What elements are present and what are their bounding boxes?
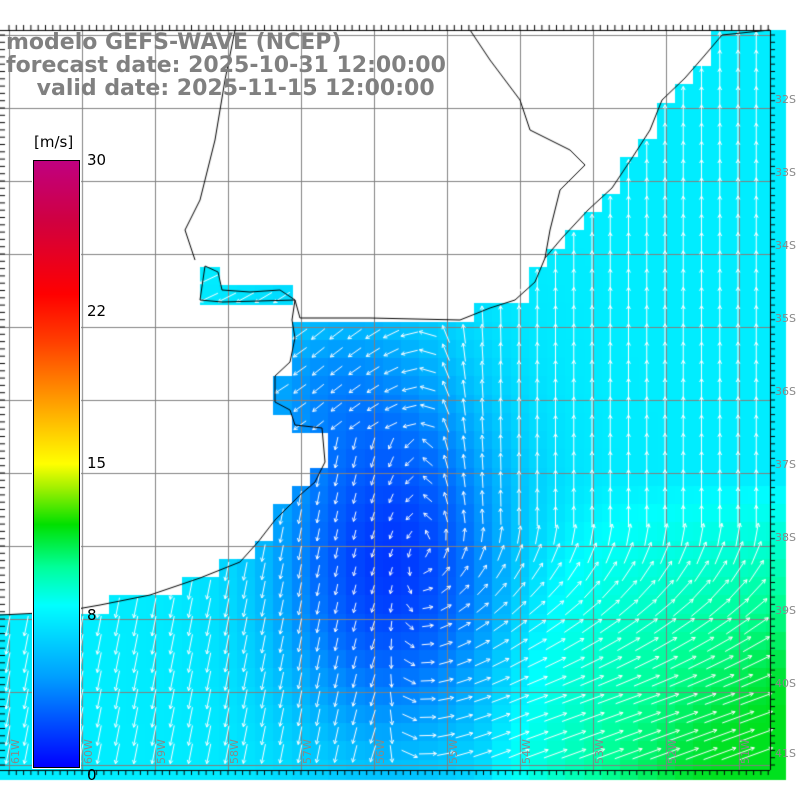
colorbar-tick: 22 bbox=[87, 302, 107, 320]
lon-label: 58W bbox=[228, 739, 241, 764]
colorbar-tick: 30 bbox=[87, 151, 107, 169]
lon-label: 54W bbox=[520, 739, 533, 764]
lat-label: 34S bbox=[775, 239, 796, 252]
lon-label: 56W bbox=[374, 739, 387, 764]
lon-label: 55W bbox=[447, 739, 460, 764]
model-title: modelo GEFS-WAVE (NCEP) bbox=[6, 30, 342, 55]
lon-label: 61W bbox=[9, 739, 22, 764]
colorbar-tick: 0 bbox=[87, 766, 97, 784]
lon-label: 51W bbox=[739, 739, 752, 764]
lat-label: 35S bbox=[775, 312, 796, 325]
lon-label: 59W bbox=[155, 739, 168, 764]
colorbar-tick: 15 bbox=[87, 454, 107, 472]
lat-label: 38S bbox=[775, 531, 796, 544]
lat-label: 33S bbox=[775, 166, 796, 179]
lat-label: 36S bbox=[775, 385, 796, 398]
lat-label: 32S bbox=[775, 93, 796, 106]
lat-label: 40S bbox=[775, 677, 796, 690]
colorbar-tick: 8 bbox=[87, 606, 97, 624]
colorbar bbox=[32, 159, 81, 769]
lat-label: 37S bbox=[775, 458, 796, 471]
lat-label: 39S bbox=[775, 604, 796, 617]
valid-date: valid date: 2025-11-15 12:00:00 bbox=[6, 76, 435, 101]
lon-label: 60W bbox=[82, 739, 95, 764]
lon-label: 57W bbox=[301, 739, 314, 764]
forecast-date: forecast date: 2025-10-31 12:00:00 bbox=[6, 53, 446, 78]
colorbar-unit: [m/s] bbox=[34, 133, 74, 151]
lon-label: 52W bbox=[666, 739, 679, 764]
lat-label: 41S bbox=[775, 747, 796, 760]
lon-label: 53W bbox=[593, 739, 606, 764]
